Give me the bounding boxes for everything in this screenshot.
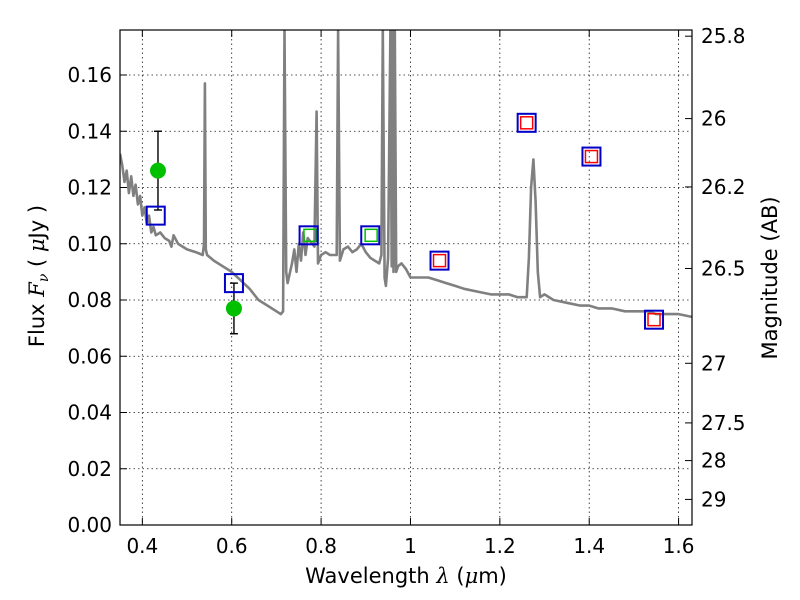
model-square-marker <box>298 225 319 246</box>
mag-tick-label: 27.5 <box>701 411 746 435</box>
y-tick-label: 0.04 <box>67 401 112 425</box>
grid-layer <box>120 30 692 526</box>
model-square-marker <box>145 205 166 226</box>
x-tick-label: 0.6 <box>216 534 248 558</box>
band-square-marker <box>519 116 534 130</box>
mag-tick-label: 26.2 <box>701 175 746 199</box>
mag-tick-label: 26 <box>701 107 726 131</box>
band-square-marker <box>364 228 378 243</box>
model-square-marker <box>223 273 244 294</box>
mag-tick-label: 26.5 <box>701 257 746 281</box>
y-tick-label: 0.16 <box>67 63 112 87</box>
x-tick-label: 0.4 <box>126 534 158 558</box>
band-square-marker <box>303 228 317 243</box>
model-square-marker <box>360 225 381 246</box>
observed-point <box>149 162 166 179</box>
data-layer <box>120 30 692 335</box>
x-tick-label: 1.2 <box>484 534 516 558</box>
x-tick-label: 1 <box>404 534 417 558</box>
model-spectrum-line <box>120 30 692 319</box>
band-square-marker <box>432 253 447 268</box>
y-tick-label: 0.00 <box>67 513 112 537</box>
x-tick-label: 1.6 <box>663 534 695 558</box>
mag-tick-label: 28 <box>701 449 726 473</box>
x-axis-label: Wavelength λ (μm) <box>305 564 507 588</box>
model-square-marker <box>581 146 602 167</box>
model-square-marker <box>644 309 665 330</box>
y-tick-label: 0.06 <box>67 344 112 368</box>
tick-layer: 0.4 0.6 0.8 1 1.2 1.4 1.6 0.00 0.02 0.04 0.06 0.08 0… <box>67 24 745 558</box>
y-tick-label: 0.14 <box>67 119 112 143</box>
mag-tick-label: 29 <box>701 487 726 511</box>
observed-point <box>225 300 242 317</box>
mag-tick-label: 27 <box>701 351 726 375</box>
x-tick-label: 1.4 <box>573 534 605 558</box>
x-tick-label: 0.8 <box>305 534 337 558</box>
band-square-marker <box>584 149 599 164</box>
y-axis-right-label: Magnitude (AB) <box>758 196 782 359</box>
y-tick-label: 0.02 <box>67 457 112 481</box>
band-square-marker <box>647 312 661 327</box>
y-tick-label: 0.08 <box>67 288 112 312</box>
mag-tick-label: 25.8 <box>701 24 746 48</box>
y-axis-label: Flux Fν ( μJy ) <box>25 205 52 347</box>
model-square-marker <box>516 112 537 133</box>
model-square-marker <box>429 250 450 271</box>
plot-frame <box>119 29 693 526</box>
y-tick-label: 0.12 <box>67 176 112 200</box>
y-tick-label: 0.10 <box>67 232 112 256</box>
